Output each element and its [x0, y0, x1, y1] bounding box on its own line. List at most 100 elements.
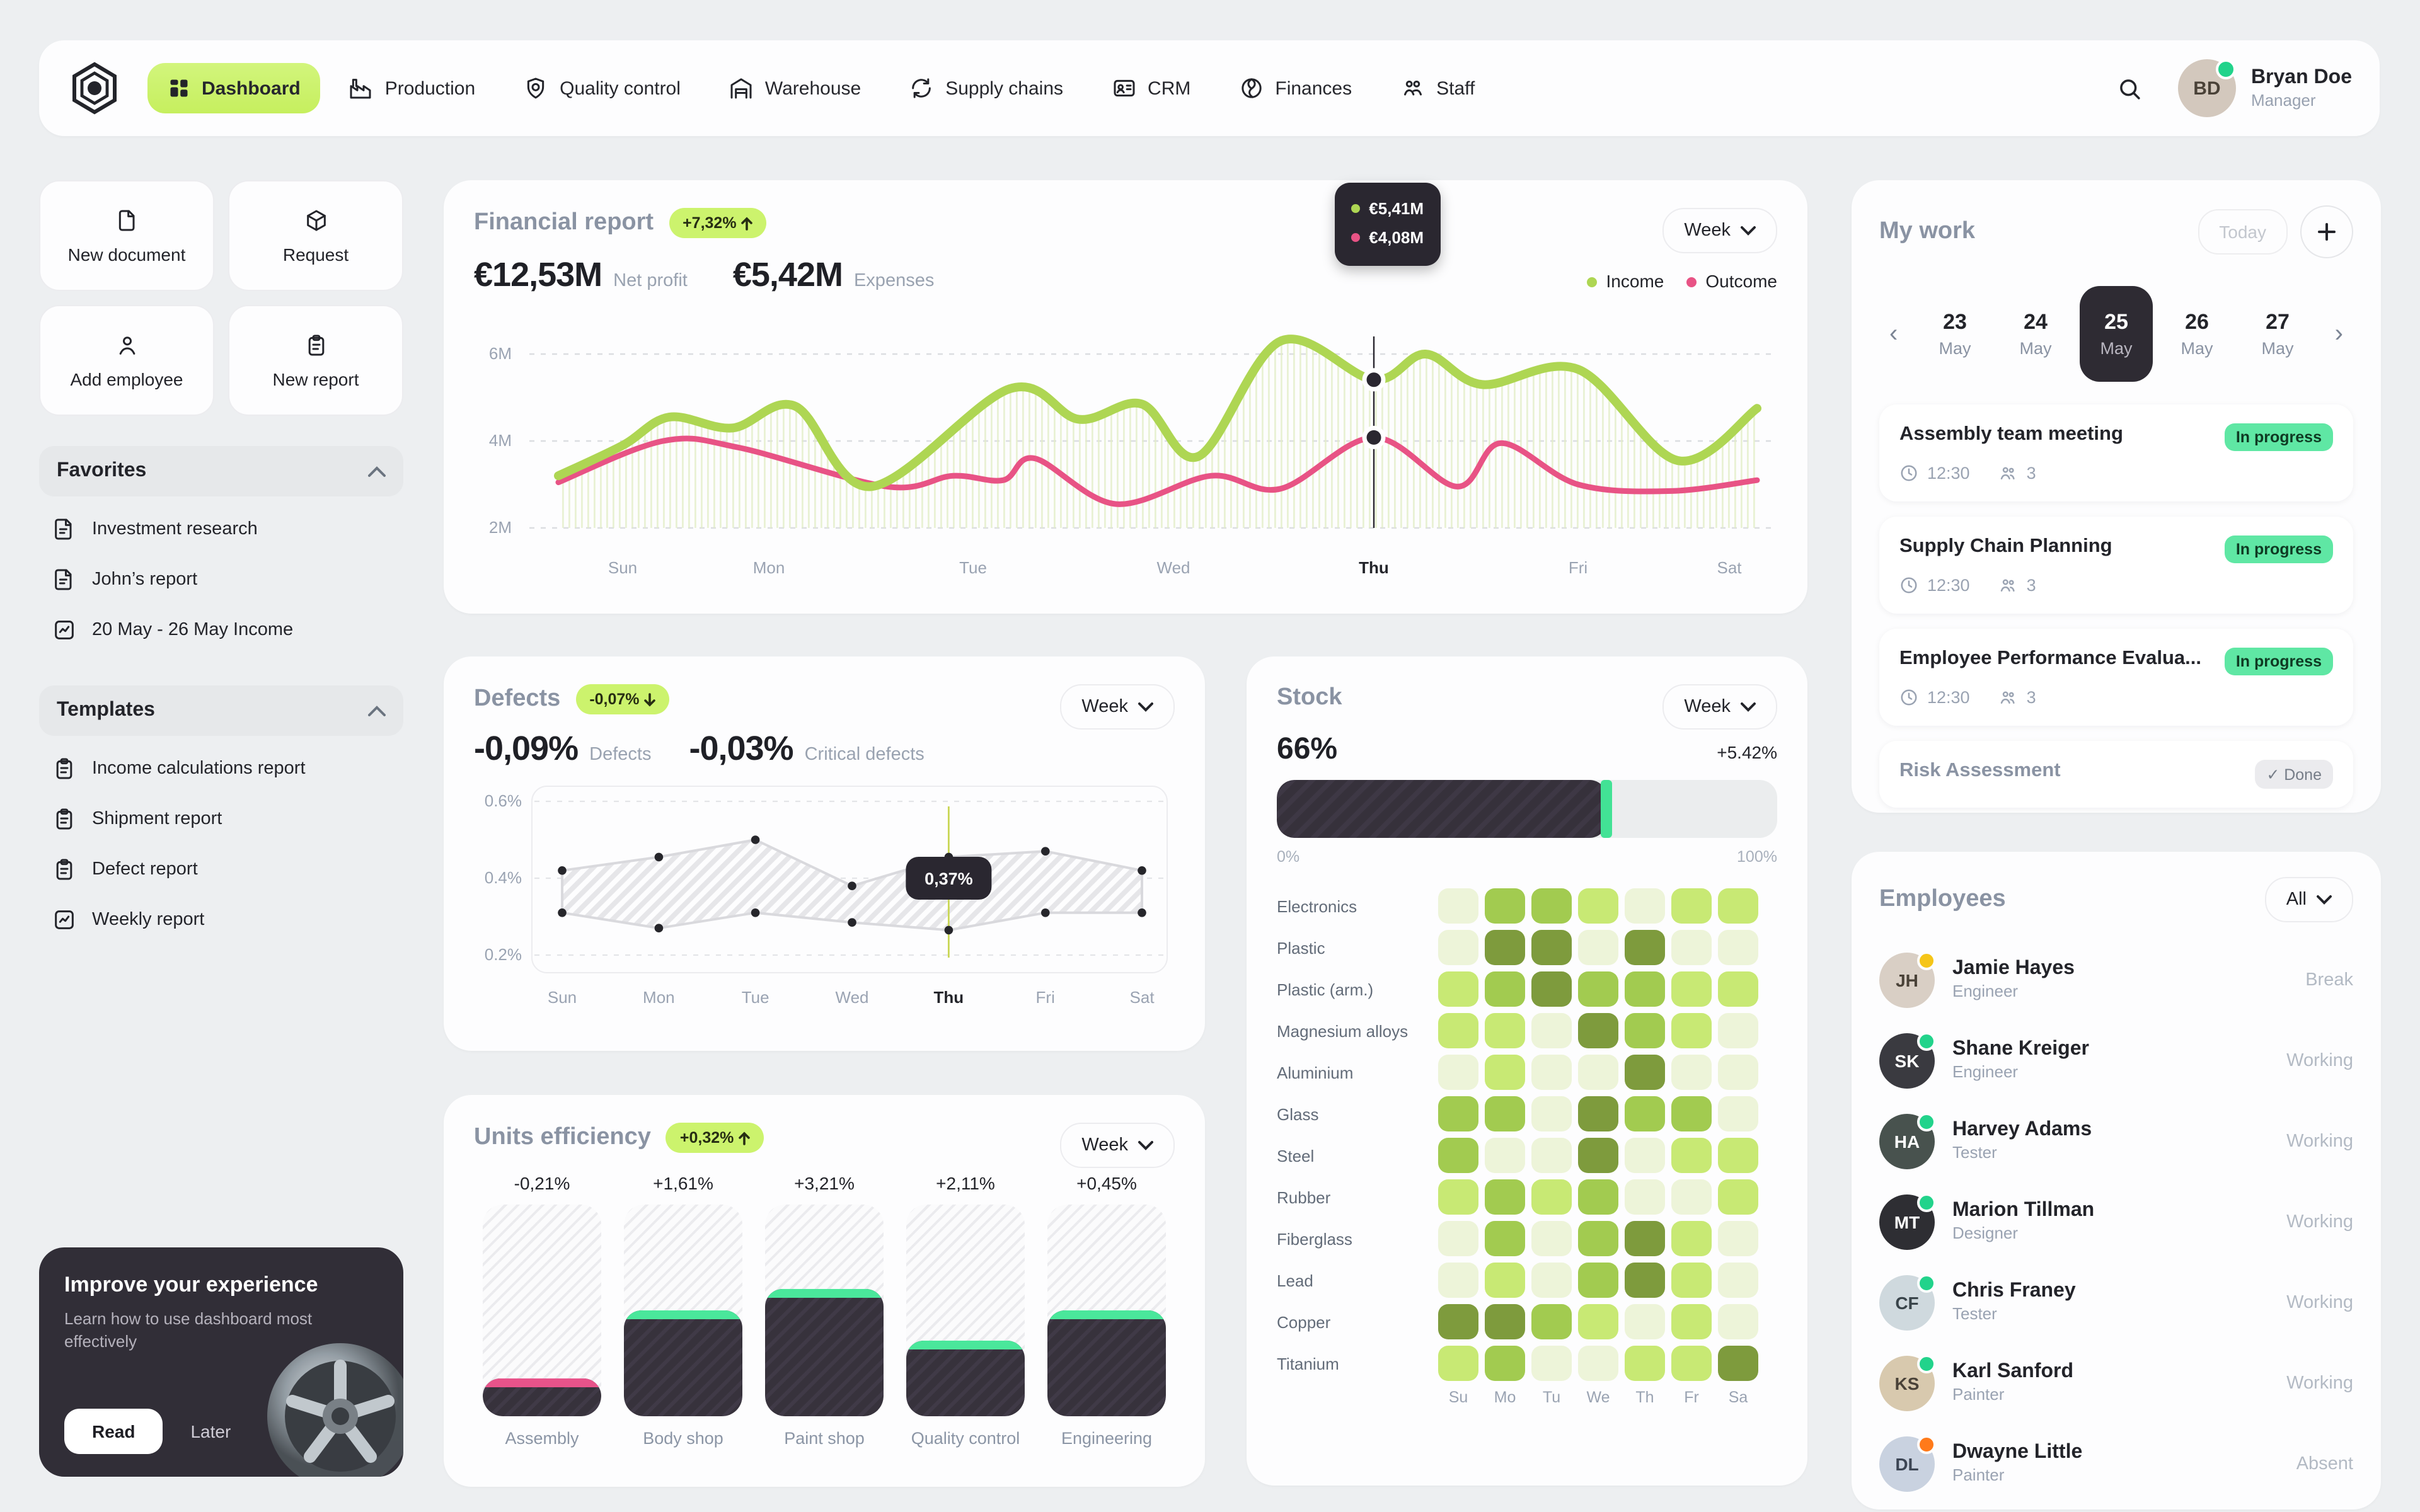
user-menu[interactable]: BD Bryan Doe Manager [2177, 59, 2352, 117]
task-title: Supply Chain Planning [1899, 536, 2112, 557]
heatmap-row-label: Magnesium alloys [1277, 1021, 1409, 1040]
heatmap-cell [1625, 1263, 1665, 1298]
template-item-income-calculations-report[interactable]: Income calculations report [42, 743, 401, 794]
day-month: May [2181, 339, 2213, 358]
employee-row-marion-tillman[interactable]: MT Marion Tillman Designer Working [1879, 1182, 2353, 1263]
heatmap-row-label: Electronics [1277, 896, 1357, 915]
defects-period-dropdown[interactable]: Week [1060, 684, 1175, 730]
calendar-day-24[interactable]: 24 May [1999, 286, 2072, 382]
nav-item-dashboard[interactable]: Dashboard [147, 63, 321, 113]
task-assembly-team-meeting[interactable]: Assembly team meeting In progress 12:30 3 [1879, 404, 2353, 501]
task-employee-performance-evalua-[interactable]: Employee Performance Evalua... In progres… [1879, 629, 2353, 726]
financial-period-dropdown[interactable]: Week [1662, 208, 1777, 253]
efficiency-bar-paint-shop: +3,21% Paint shop [761, 1173, 887, 1448]
units-period-dropdown[interactable]: Week [1060, 1123, 1175, 1168]
calendar-day-27[interactable]: 27 May [2241, 286, 2314, 382]
calendar-day-25[interactable]: 25 May [2080, 286, 2153, 382]
heatmap-cell [1625, 930, 1665, 965]
templates-header[interactable]: Templates [39, 685, 403, 736]
favorite-item-investment-research[interactable]: Investment research [42, 504, 401, 554]
stock-period-dropdown[interactable]: Week [1662, 684, 1777, 730]
bar-delta: +3,21% [794, 1173, 855, 1193]
bar-label: Paint shop [784, 1429, 865, 1448]
template-item-shipment-report[interactable]: Shipment report [42, 794, 401, 844]
quick-action-new-report[interactable]: New report [228, 305, 403, 416]
nav-item-warehouse[interactable]: Warehouse [708, 62, 881, 115]
stock-delta: +5.42% [1717, 742, 1777, 762]
expenses-label: Expenses [853, 271, 935, 291]
user-role: Manager [2250, 90, 2316, 110]
employee-status: Break [2305, 970, 2353, 990]
nav-item-quality-control[interactable]: Quality control [503, 62, 701, 115]
bar-fill [906, 1340, 1025, 1416]
favorite-item-john-s-report[interactable]: John’s report [42, 554, 401, 605]
nav-item-production[interactable]: Production [328, 62, 495, 115]
app-logo-icon[interactable] [67, 60, 122, 116]
clock-icon [1899, 464, 1918, 483]
task-risk-assessment[interactable]: Risk Assessment ✓ Done [1879, 741, 2353, 808]
heatmap-cell [1671, 1013, 1712, 1048]
clock-icon [1899, 576, 1918, 595]
calendar-prev-icon[interactable]: ‹ [1889, 319, 1898, 347]
employee-row-harvey-adams[interactable]: HA Harvey Adams Tester Working [1879, 1101, 2353, 1182]
add-task-button[interactable] [2300, 205, 2353, 258]
employee-status-dot [1917, 1274, 1936, 1293]
quick-action-new-document[interactable]: New document [39, 180, 214, 291]
employee-row-jamie-hayes[interactable]: JH Jamie Hayes Engineer Break [1879, 940, 2353, 1021]
heatmap-cell [1671, 1096, 1712, 1131]
templates-title: Templates [57, 699, 155, 721]
employees-filter-dropdown[interactable]: All [2264, 877, 2353, 922]
task-supply-chain-planning[interactable]: Supply Chain Planning In progress 12:30 3 [1879, 517, 2353, 614]
heatmap-cell [1578, 971, 1618, 1007]
defects-chart-svg: 0.6% 0.4% 0.2% 0,37% Sun Mon Tue Wed Thu Fri Sat [485, 786, 1168, 1007]
chevron-up-icon [368, 705, 386, 716]
day-month: May [2100, 339, 2133, 358]
employee-row-karl-sanford[interactable]: KS Karl Sanford Painter Working [1879, 1343, 2353, 1424]
heatmap-cell [1578, 1346, 1618, 1381]
bar-fill [1047, 1310, 1166, 1416]
later-button[interactable]: Later [190, 1421, 231, 1441]
read-button[interactable]: Read [64, 1409, 163, 1454]
nav-item-supply-chains[interactable]: Supply chains [889, 62, 1083, 115]
heatmap-cell [1671, 1263, 1712, 1298]
calendar-day-23[interactable]: 23 May [1918, 286, 1991, 382]
clipboard-icon [52, 806, 77, 832]
heatmap-cell [1671, 971, 1712, 1007]
doc-icon [52, 517, 77, 542]
calendar-day-26[interactable]: 26 May [2160, 286, 2233, 382]
heatmap-row-label: Fiberglass [1277, 1229, 1352, 1248]
heatmap-row-label: Aluminium [1277, 1063, 1354, 1082]
heatmap-cell [1531, 1221, 1572, 1256]
bar-cap [906, 1340, 1025, 1349]
heatmap-cell [1671, 1179, 1712, 1215]
people-icon [1998, 576, 2018, 595]
file-icon [114, 207, 139, 232]
heatmap-cell [1578, 1304, 1618, 1339]
quick-action-request[interactable]: Request [228, 180, 403, 291]
quick-action-label: Add employee [70, 369, 183, 389]
favorite-item-20-may-26-may-income[interactable]: 20 May - 26 May Income [42, 605, 401, 655]
clipboard-icon [52, 756, 77, 781]
favorites-header[interactable]: Favorites [39, 446, 403, 496]
search-icon[interactable] [2105, 63, 2155, 113]
heatmap-cell [1578, 1263, 1618, 1298]
employee-row-shane-kreiger[interactable]: SK Shane Kreiger Engineer Working [1879, 1021, 2353, 1101]
template-item-weekly-report[interactable]: Weekly report [42, 895, 401, 945]
employee-row-chris-franey[interactable]: CF Chris Franey Tester Working [1879, 1263, 2353, 1343]
nav-item-staff[interactable]: Staff [1380, 62, 1495, 115]
heatmap-cell [1438, 1221, 1478, 1256]
critical-defects-label: Critical defects [804, 745, 925, 765]
heatmap-cell [1531, 971, 1572, 1007]
defects-title: Defects [474, 685, 561, 712]
calendar-next-icon[interactable]: › [2334, 319, 2343, 347]
nav-item-crm[interactable]: CRM [1091, 62, 1211, 115]
quick-action-add-employee[interactable]: Add employee [39, 305, 214, 416]
heatmap-day-labels: Su Mo Tu We Th Fr Sa [1438, 1389, 1777, 1406]
today-button[interactable]: Today [2198, 209, 2288, 255]
bar-delta: +2,11% [936, 1173, 995, 1193]
defects-badge: -0,07% [575, 684, 670, 714]
nav-item-finances[interactable]: Finances [1218, 62, 1372, 115]
template-item-defect-report[interactable]: Defect report [42, 844, 401, 895]
bar-fill [624, 1310, 742, 1416]
employee-row-dwayne-little[interactable]: DL Dwayne Little Painter Absent [1879, 1424, 2353, 1504]
